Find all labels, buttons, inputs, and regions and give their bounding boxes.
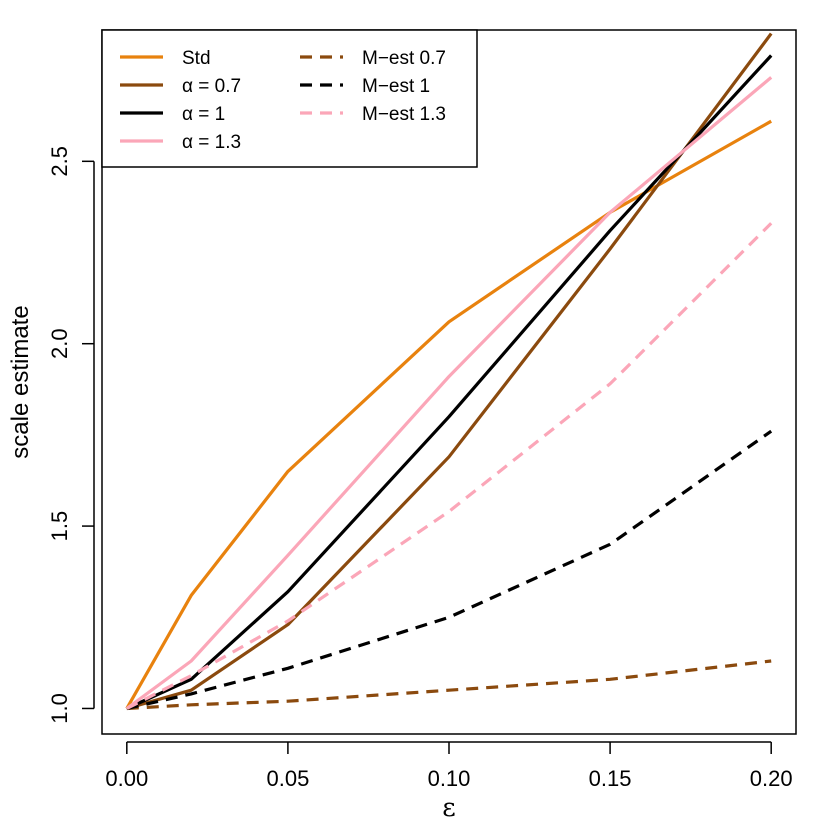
x-tick-label: 0.20	[750, 766, 793, 791]
legend-label-alpha-1-3: α = 1.3	[182, 132, 241, 153]
legend-label-alpha-0-7: α = 0.7	[182, 76, 241, 97]
x-tick-label: 0.00	[105, 766, 148, 791]
legend-label-m-est-0-7: M−est 0.7	[362, 48, 446, 69]
y-tick-label: 2.0	[47, 328, 72, 359]
x-tick-label: 0.15	[589, 766, 632, 791]
x-axis: 0.00 0.05 0.10 0.15 0.20	[105, 741, 793, 791]
legend-label-m-est-1-3: M−est 1.3	[362, 104, 446, 125]
series-line-m-est-1-3	[126, 222, 773, 710]
legend-box	[101, 29, 478, 168]
legend-label-std: Std	[182, 48, 211, 69]
x-tick-label: 0.10	[428, 766, 471, 791]
series-line-m-est-0-7	[126, 659, 772, 711]
y-tick-label: 1.0	[47, 693, 72, 724]
y-tick-label: 1.5	[47, 511, 72, 542]
legend-label-m-est-1: M−est 1	[362, 76, 430, 97]
legend: Std α = 0.7 α = 1 α = 1.3 M−est 0.7 M−est 1 M−…	[101, 29, 478, 168]
series-line-alpha-1	[126, 54, 773, 710]
series-line-std	[125, 119, 772, 710]
series-line-m-est-1	[126, 429, 773, 711]
series-line-alpha-1-3	[125, 76, 773, 710]
y-axis: 1.0 1.5 2.0 2.5	[47, 146, 95, 724]
y-axis-label: scale estimate	[7, 305, 34, 458]
x-tick-label: 0.05	[266, 766, 309, 791]
legend-label-alpha-1: α = 1	[182, 104, 225, 125]
x-axis-label: ε	[442, 793, 455, 823]
series-line-alpha-0-7	[126, 32, 773, 711]
y-tick-label: 2.5	[47, 146, 72, 177]
series-layer	[125, 32, 773, 711]
